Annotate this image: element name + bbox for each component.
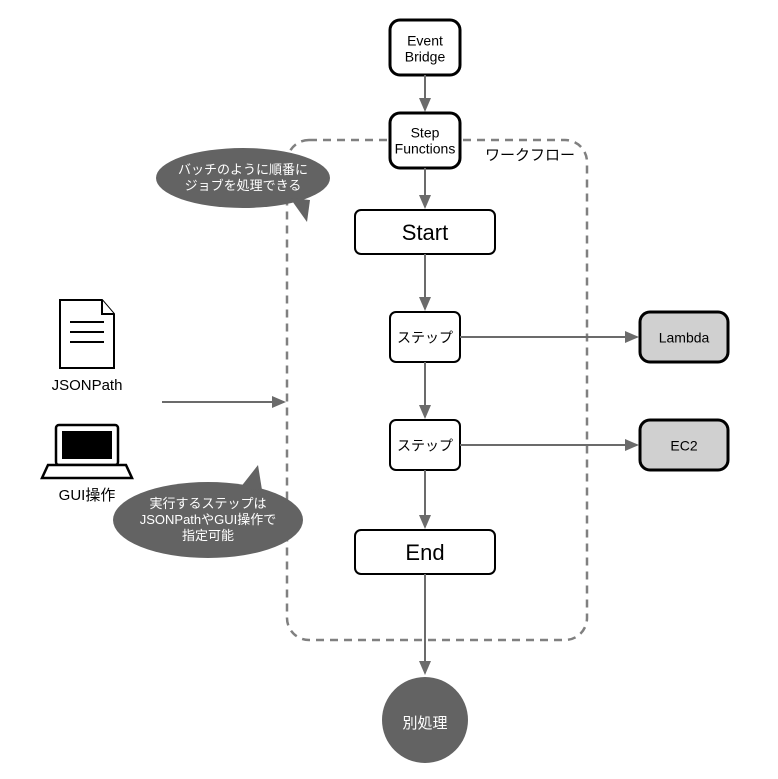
ec2-label: EC2: [670, 438, 697, 454]
svg-text:指定可能: 指定可能: [182, 528, 234, 543]
step2-label: ステップ: [397, 438, 453, 454]
step1-label: ステップ: [397, 330, 453, 346]
end-label: End: [405, 540, 444, 565]
workflow-label: ワークフロー: [485, 147, 575, 164]
step-functions-label-1: Step: [411, 125, 440, 141]
svg-text:実行するステップは: 実行するステップは: [149, 496, 266, 511]
svg-text:JSONPathやGUI操作で: JSONPathやGUI操作で: [140, 512, 277, 527]
other-process-label: 別処理: [402, 715, 447, 732]
jsonpath-label: JSONPath: [52, 377, 123, 394]
event-bridge-label-2: Bridge: [405, 49, 446, 65]
svg-text:ジョブを処理できる: ジョブを処理できる: [185, 178, 302, 193]
document-icon: [60, 300, 114, 368]
callout-batch: バッチのように順番に ジョブを処理できる: [156, 148, 330, 222]
svg-text:バッチのように順番に: バッチのように順番に: [178, 162, 308, 177]
callout-jsonpath-gui: 実行するステップは JSONPathやGUI操作で 指定可能: [113, 465, 303, 558]
lambda-label: Lambda: [659, 330, 710, 346]
flowchart-svg: ワークフロー Event Bridge Step Functions Start…: [0, 0, 778, 779]
step-functions-label-2: Functions: [395, 141, 456, 157]
laptop-icon: [42, 425, 132, 478]
start-label: Start: [402, 220, 448, 245]
event-bridge-label-1: Event: [407, 33, 443, 49]
gui-label: GUI操作: [59, 487, 116, 504]
